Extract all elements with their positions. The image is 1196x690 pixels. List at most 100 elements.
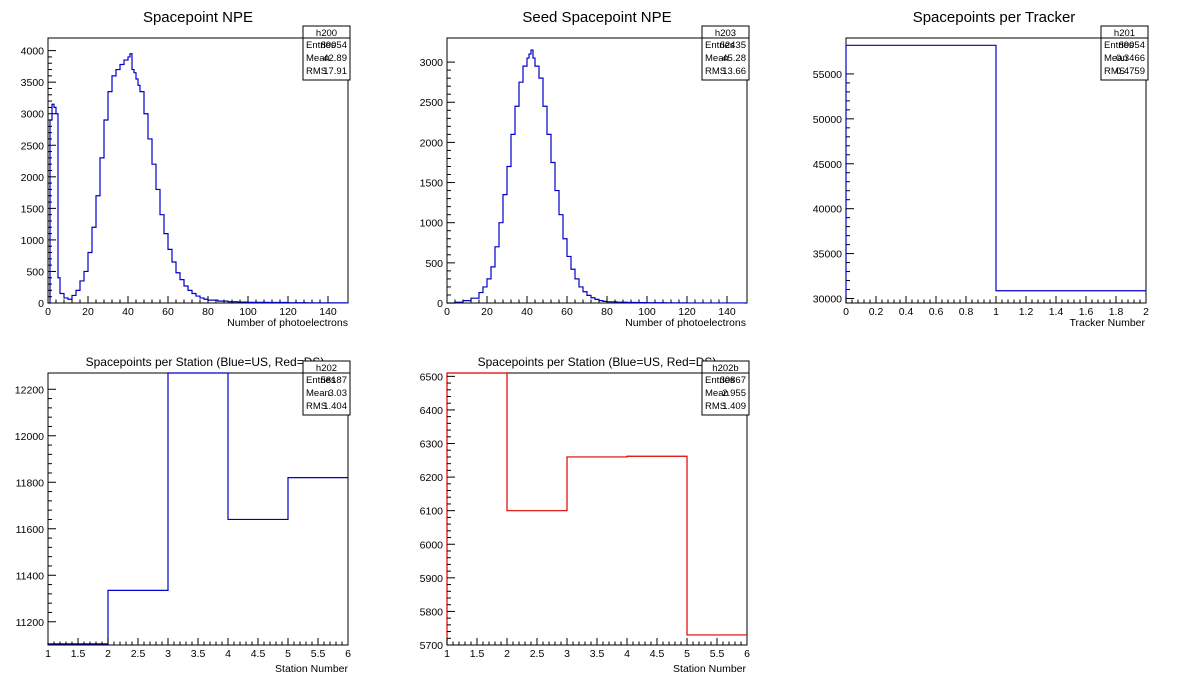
x-tick-label: 1.2: [1019, 306, 1034, 318]
stats-label: RMS: [1104, 66, 1125, 77]
y-tick-label: 500: [26, 266, 44, 278]
x-tick-label: 0.4: [899, 306, 914, 318]
stats-histogram-name: h202b: [712, 363, 738, 374]
stats-histogram-name: h202: [316, 363, 337, 374]
x-tick-label: 1.5: [71, 648, 86, 660]
stats-value: 62435: [720, 40, 746, 51]
y-tick-label: 0: [437, 298, 443, 310]
y-tick-label: 50000: [813, 114, 842, 126]
stats-value: 13.66: [722, 66, 746, 77]
stats-value: 42.89: [323, 53, 347, 64]
y-tick-label: 35000: [813, 249, 842, 261]
stats-label: Entries: [306, 40, 336, 51]
y-tick-label: 6100: [420, 506, 444, 518]
stats-label: Entries: [705, 375, 735, 386]
x-tick-label: 20: [481, 306, 493, 318]
y-tick-label: 11600: [16, 524, 45, 536]
chart-title: Spacepoints per Tracker: [913, 9, 1076, 26]
panel-spacepoint-npe: Spacepoint NPE Number of photoelectrons …: [21, 9, 351, 329]
x-tick-label: 1: [45, 648, 51, 660]
x-tick-label: 6: [345, 648, 351, 660]
y-tick-label: 11400: [16, 570, 45, 582]
y-tick-label: 30000: [813, 294, 842, 306]
y-tick-label: 6400: [420, 405, 444, 417]
stats-value: 45.28: [722, 53, 746, 64]
stats-label: Entries: [306, 375, 336, 386]
y-tick-label: 2500: [420, 97, 444, 109]
y-tick-label: 45000: [813, 159, 842, 171]
chart-title: Seed Spacepoint NPE: [522, 9, 671, 26]
stats-label: Mean: [705, 388, 729, 399]
stats-value: 2.955: [722, 388, 746, 399]
y-tick-label: 1500: [420, 178, 444, 190]
stats-histogram-name: h201: [1114, 28, 1135, 39]
histogram-series-line: [48, 53, 349, 304]
y-tick-label: 2000: [21, 172, 45, 184]
y-tick-label: 40000: [813, 204, 842, 216]
y-tick-label: 6300: [420, 439, 444, 451]
x-axis-label: Tracker Number: [1070, 317, 1146, 329]
stats-value: 0.3466: [1116, 53, 1145, 64]
x-tick-label: 80: [202, 306, 214, 318]
x-tick-label: 40: [521, 306, 533, 318]
stats-box-frame: [701, 25, 750, 81]
histogram-series-line: [446, 372, 747, 645]
x-tick-label: 3: [564, 648, 570, 660]
y-tick-label: 5700: [420, 640, 444, 652]
x-tick-label: 1: [444, 648, 450, 660]
panel-seed-spacepoint-npe: Seed Spacepoint NPE Number of photoelect…: [420, 9, 750, 329]
x-tick-label: 0.2: [869, 306, 884, 318]
x-tick-label: 3: [165, 648, 171, 660]
stats-value: 89054: [1119, 40, 1145, 51]
stats-label: Mean: [1104, 53, 1128, 64]
x-tick-label: 100: [638, 306, 656, 318]
stats-value: 17.91: [323, 66, 347, 77]
x-axis-label: Number of photoelectrons: [625, 317, 746, 329]
chart-title: Spacepoint NPE: [143, 9, 253, 26]
stats-histogram-name: h200: [316, 28, 337, 39]
stats-box-frame: [701, 360, 750, 416]
y-tick-label: 11200: [16, 617, 45, 629]
histogram-series-line: [447, 49, 747, 304]
y-tick-label: 5900: [420, 573, 444, 585]
x-tick-label: 120: [279, 306, 297, 318]
chart-title: Spacepoints per Station (Blue=US, Red=DS…: [86, 355, 325, 369]
x-axis-label: Number of photoelectrons: [227, 317, 348, 329]
x-tick-label: 2: [1143, 306, 1149, 318]
stats-label: RMS: [705, 401, 726, 412]
x-tick-label: 80: [601, 306, 613, 318]
stats-value: 1.404: [323, 401, 347, 412]
x-tick-label: 0: [45, 306, 51, 318]
x-tick-label: 2.5: [530, 648, 545, 660]
stats-value: 89054: [321, 40, 347, 51]
y-tick-label: 3500: [21, 77, 45, 89]
x-axis-label: Station Number: [275, 663, 348, 675]
stats-box-frame: [302, 25, 351, 81]
plot-frame: [446, 37, 748, 304]
stats-label: RMS: [306, 401, 327, 412]
chart-title: Spacepoints per Station (Blue=US, Red=DS…: [478, 355, 717, 369]
y-tick-label: 500: [425, 258, 443, 270]
x-tick-label: 120: [678, 306, 696, 318]
stats-value: 30867: [720, 375, 746, 386]
stats-value: 58187: [321, 375, 347, 386]
x-tick-label: 1: [993, 306, 999, 318]
x-tick-label: 5: [285, 648, 291, 660]
x-tick-label: 1.4: [1049, 306, 1064, 318]
y-tick-label: 55000: [813, 69, 842, 81]
y-tick-label: 1000: [420, 218, 444, 230]
stats-histogram-name: h203: [715, 28, 736, 39]
x-tick-label: 2: [105, 648, 111, 660]
histogram-series-line: [47, 372, 348, 645]
x-tick-label: 5.5: [311, 648, 326, 660]
y-tick-label: 2500: [21, 140, 45, 152]
x-tick-label: 60: [162, 306, 174, 318]
x-tick-label: 5: [684, 648, 690, 660]
